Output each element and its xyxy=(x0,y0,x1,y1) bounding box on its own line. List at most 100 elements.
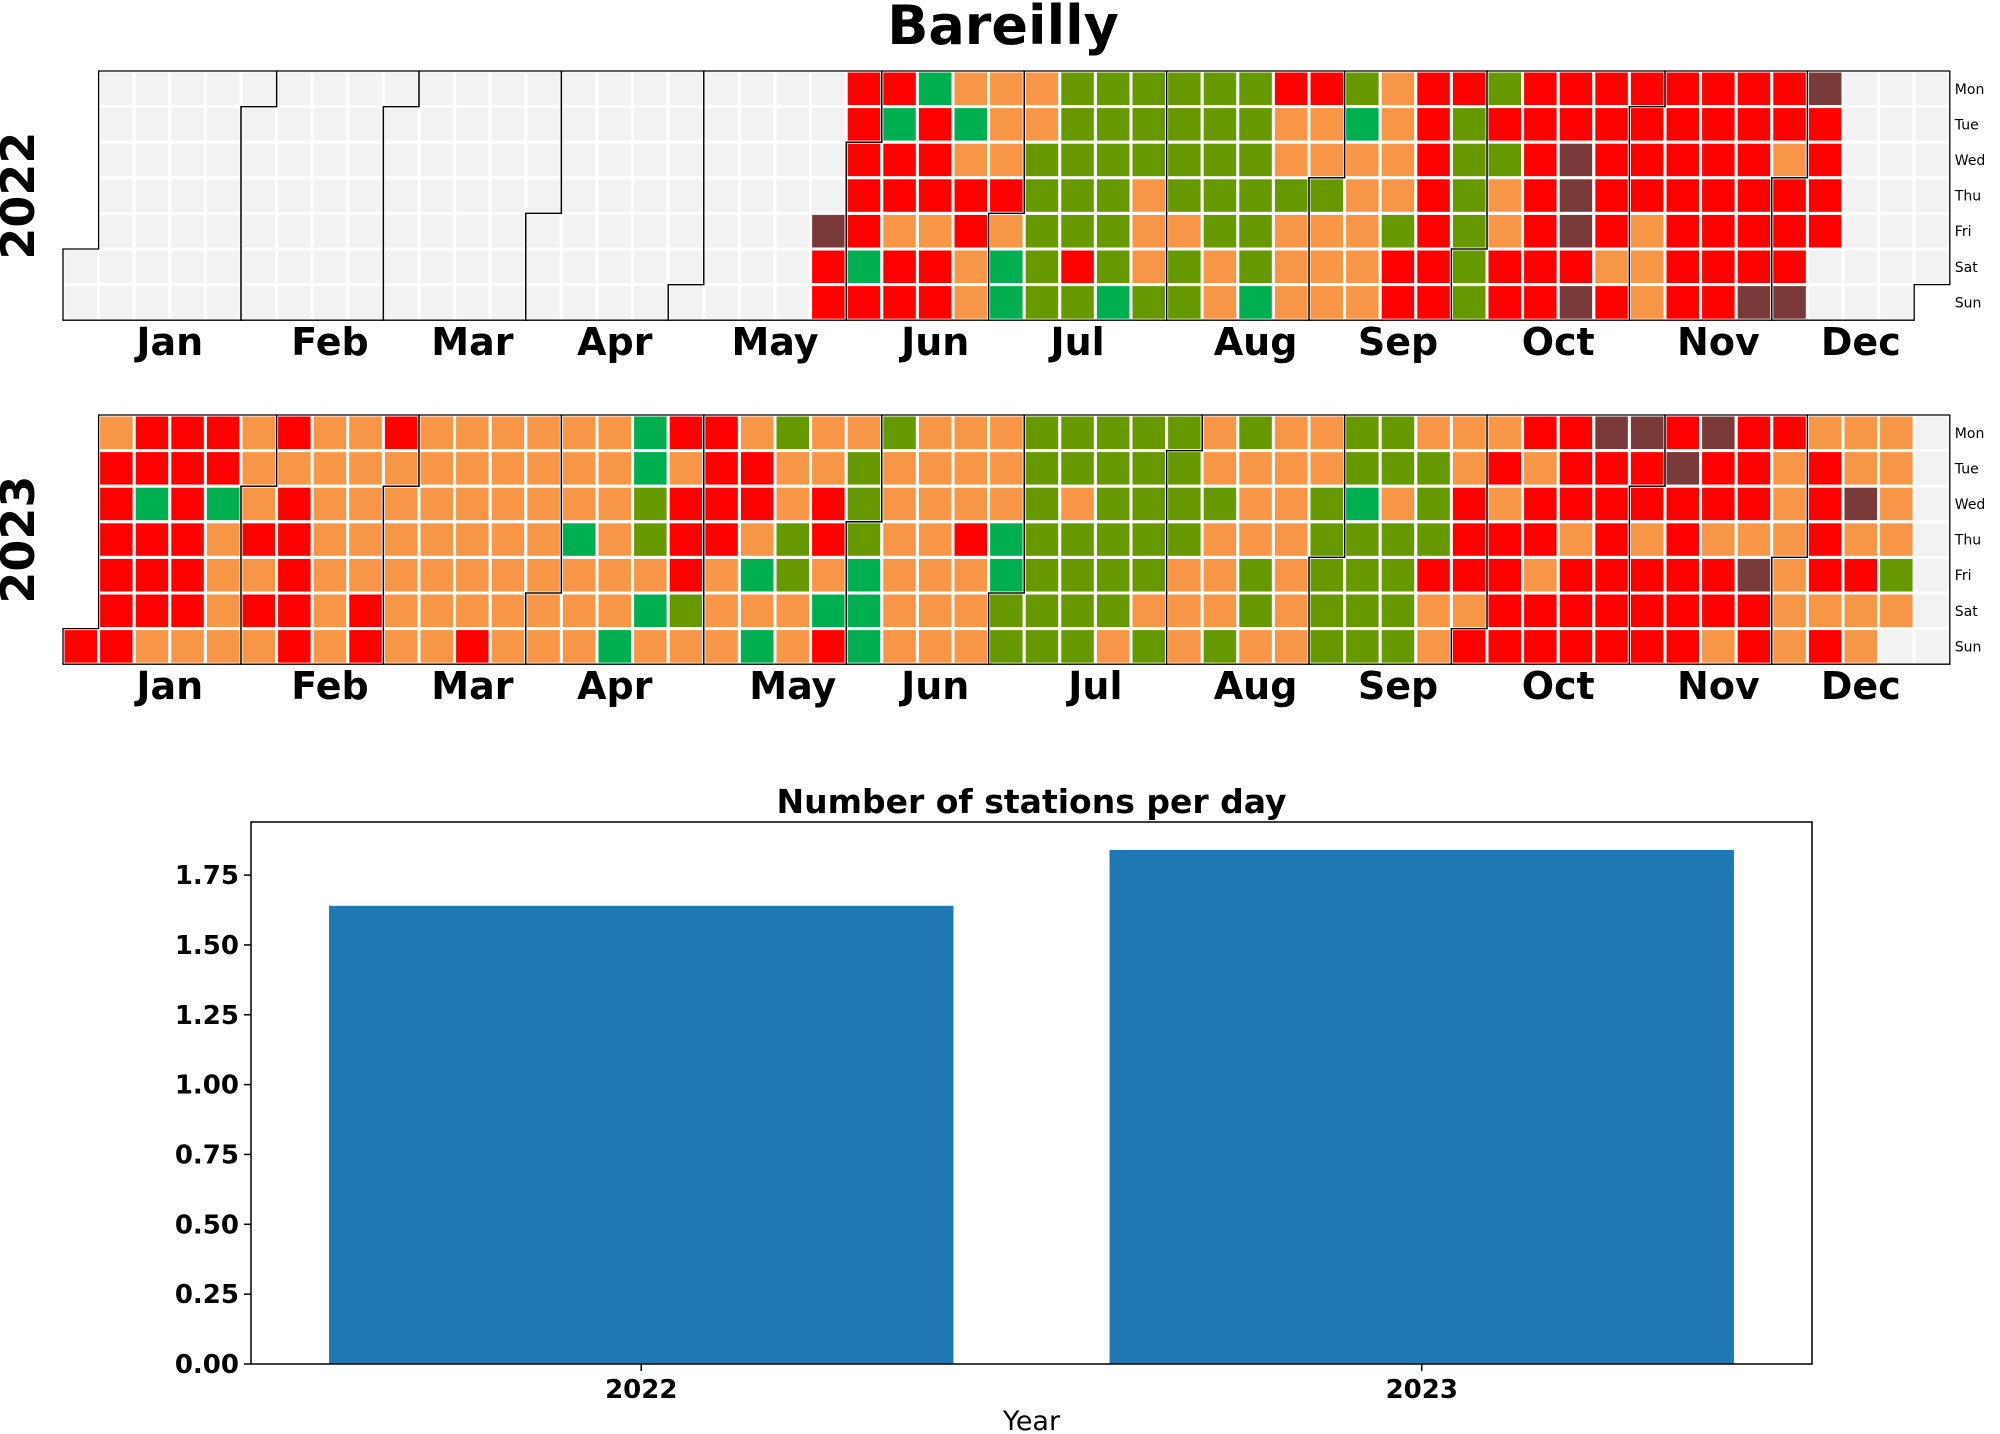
day-cell xyxy=(1093,555,1133,595)
day-cell xyxy=(1485,555,1525,595)
day-cell xyxy=(417,176,457,215)
day-cell xyxy=(203,283,243,322)
day-cell xyxy=(239,247,279,287)
bar-chart-title: Number of stations per day xyxy=(776,782,1286,821)
day-cell xyxy=(488,520,528,559)
day-cell xyxy=(1022,591,1062,631)
day-cell xyxy=(275,591,314,631)
day-cell xyxy=(132,176,172,215)
day-cell xyxy=(1841,555,1881,595)
day-cell xyxy=(1236,449,1275,488)
day-cell xyxy=(1663,211,1703,251)
day-cell xyxy=(1841,484,1881,524)
bar-2023 xyxy=(1109,849,1734,1364)
weekday-label: Sat xyxy=(1955,260,1978,276)
day-cell xyxy=(1093,247,1133,287)
day-cell xyxy=(1627,555,1667,595)
day-cell xyxy=(1414,520,1453,559)
day-cell xyxy=(275,140,314,180)
day-cell xyxy=(381,283,421,322)
day-cell xyxy=(1663,627,1703,666)
day-cell xyxy=(1912,413,1952,453)
day-cell xyxy=(1663,140,1703,180)
month-label: Sep xyxy=(1358,664,1438,708)
day-cell xyxy=(631,283,670,322)
day-cell xyxy=(275,555,314,595)
day-cell xyxy=(453,283,492,322)
day-cell xyxy=(737,283,777,322)
day-cell xyxy=(1271,176,1311,215)
day-cell xyxy=(951,627,991,666)
day-cell xyxy=(1414,627,1453,666)
day-cell xyxy=(631,449,670,488)
day-cell xyxy=(1877,247,1916,287)
day-cell xyxy=(1770,176,1809,215)
day-cell xyxy=(1449,69,1489,109)
weekday-label: Thu xyxy=(1954,533,1981,549)
day-cell xyxy=(1165,176,1204,215)
day-cell xyxy=(1414,413,1453,453)
day-cell xyxy=(880,247,919,287)
day-cell xyxy=(1271,627,1311,666)
day-cell xyxy=(559,591,599,631)
day-cell xyxy=(773,555,813,595)
day-cell xyxy=(559,105,599,144)
day-cell xyxy=(1200,555,1240,595)
day-cell xyxy=(275,69,314,109)
day-cell xyxy=(737,413,777,453)
month-label: Feb xyxy=(291,320,368,364)
day-cell xyxy=(1058,247,1097,287)
day-cell xyxy=(417,555,457,595)
day-cell xyxy=(275,520,314,559)
day-cell xyxy=(1485,211,1525,251)
day-cell xyxy=(1556,520,1596,559)
day-cell xyxy=(1592,283,1631,322)
day-cell xyxy=(1129,520,1169,559)
day-cell xyxy=(1592,105,1631,144)
day-cell xyxy=(524,105,563,144)
day-cell xyxy=(702,247,741,287)
day-cell xyxy=(595,627,635,666)
day-cell xyxy=(1307,211,1347,251)
day-cell xyxy=(488,591,528,631)
day-cell xyxy=(1271,247,1311,287)
weekday-label: Tue xyxy=(1954,461,1979,477)
day-cell xyxy=(951,283,991,322)
day-cell xyxy=(1877,176,1916,215)
day-cell xyxy=(168,413,207,453)
day-cell xyxy=(631,211,670,251)
day-cell xyxy=(1556,140,1596,180)
day-cell xyxy=(559,627,599,666)
day-cell xyxy=(1343,627,1382,666)
day-cell xyxy=(1093,484,1133,524)
day-cell xyxy=(1093,211,1133,251)
day-cell xyxy=(666,627,706,666)
day-cell xyxy=(702,484,741,524)
day-cell xyxy=(1770,247,1809,287)
day-cell xyxy=(168,105,207,144)
day-cell xyxy=(1165,555,1204,595)
day-cell xyxy=(559,140,599,180)
day-cell xyxy=(1627,247,1667,287)
day-cell xyxy=(1663,105,1703,144)
day-cell xyxy=(97,140,136,180)
day-cell xyxy=(239,555,279,595)
day-cell xyxy=(1556,283,1596,322)
day-cell xyxy=(524,283,563,322)
day-cell xyxy=(915,105,955,144)
day-cell xyxy=(453,247,492,287)
day-cell xyxy=(631,555,670,595)
day-cell xyxy=(915,484,955,524)
day-cell xyxy=(203,520,243,559)
day-cell xyxy=(666,449,706,488)
day-cell xyxy=(1236,283,1275,322)
day-cell xyxy=(1556,591,1596,631)
day-cell xyxy=(809,247,848,287)
day-cell xyxy=(1236,176,1275,215)
day-cell xyxy=(1165,247,1204,287)
day-cell xyxy=(97,449,136,488)
day-cell xyxy=(1236,520,1275,559)
day-cell xyxy=(61,627,101,666)
day-cell xyxy=(381,520,421,559)
day-cell xyxy=(132,247,172,287)
